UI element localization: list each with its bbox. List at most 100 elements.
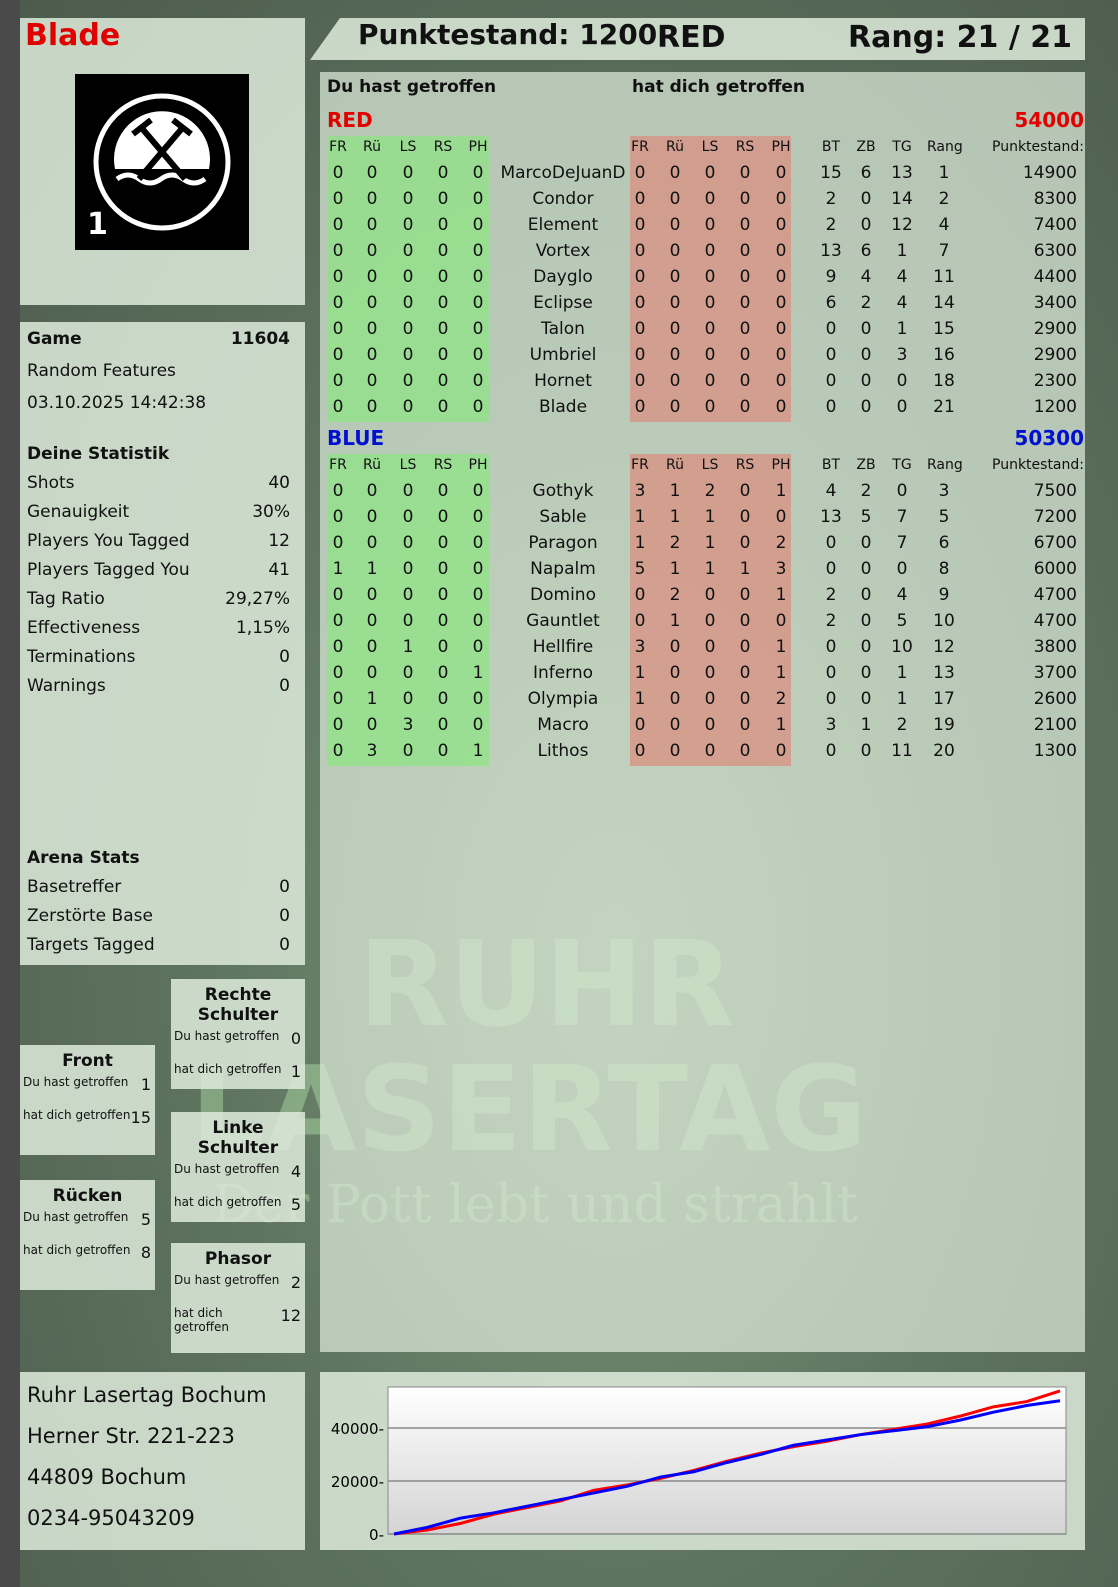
player-score: 3800 — [1033, 637, 1077, 657]
stat-cell: 0 — [332, 663, 344, 683]
hit-you-band — [630, 136, 791, 422]
player-name: Dayglo — [533, 267, 593, 287]
column-header: LS — [399, 457, 417, 473]
stat-cell: 1 — [634, 689, 646, 709]
player-score: 2900 — [1033, 345, 1077, 365]
you-hit-band — [327, 136, 489, 422]
stat-cell: 11 — [891, 741, 913, 761]
stat-value: 40 — [268, 473, 290, 493]
zone-you-hit: Du hast getroffen 4 — [171, 1162, 305, 1181]
zone-you-hit-value: 5 — [140, 1210, 151, 1229]
arena-label: Targets Tagged — [27, 935, 155, 955]
player-name: Gauntlet — [526, 611, 600, 631]
column-header: FR — [329, 457, 347, 473]
zone-hit-you-value: 5 — [290, 1195, 301, 1214]
stat-cell: 0 — [437, 481, 449, 501]
stat-cell: 0 — [669, 397, 681, 417]
stat-cell: 1 — [366, 689, 378, 709]
hit-zone-box: Linke Schulter Du hast getroffen 4 hat dich… — [171, 1112, 305, 1222]
stat-cell: 0 — [704, 319, 716, 339]
stat-cell: 1 — [775, 481, 787, 501]
player-score: 4700 — [1033, 585, 1077, 605]
stat-cell: 0 — [366, 371, 378, 391]
stat-cell: 5 — [860, 507, 872, 527]
stat-cell: 0 — [437, 267, 449, 287]
game-datetime: 03.10.2025 14:42:38 — [27, 393, 290, 413]
stat-cell: 1 — [896, 689, 908, 709]
stat-cell: 0 — [402, 559, 414, 579]
stat-cell: 0 — [437, 319, 449, 339]
zone-title: Front — [62, 1051, 113, 1071]
stat-cell: 0 — [402, 293, 414, 313]
stat-cell: 0 — [896, 371, 908, 391]
stat-cell: 12 — [891, 215, 913, 235]
stat-value: 29,27% — [225, 589, 290, 609]
stat-cell: 0 — [704, 267, 716, 287]
stat-cell: 0 — [704, 611, 716, 631]
player-name: Vortex — [535, 241, 591, 261]
stat-cell: 0 — [402, 215, 414, 235]
zone-you-hit-label: Du hast getroffen — [23, 1210, 129, 1224]
stat-cell: 1 — [634, 533, 646, 553]
column-header: RS — [433, 139, 453, 155]
y-tick-label: 0- — [369, 1526, 384, 1544]
column-header: TG — [892, 457, 912, 473]
stat-cell: 0 — [669, 215, 681, 235]
zone-hit-you: hat dich getroffen 12 — [171, 1306, 305, 1334]
stat-value: 0 — [279, 647, 290, 667]
player-score: 7500 — [1033, 481, 1077, 501]
stat-cell: 1 — [739, 559, 751, 579]
stat-cell: 3 — [938, 481, 950, 501]
stat-cell: 0 — [437, 585, 449, 605]
stat-cell: 12 — [933, 637, 955, 657]
zone-hit-you-value: 12 — [280, 1306, 301, 1325]
arena-label: Zerstörte Base — [27, 906, 153, 926]
stat-cell: 1 — [332, 559, 344, 579]
stat-cell: 1 — [472, 663, 484, 683]
stat-cell: 0 — [825, 663, 837, 683]
stat-cell: 16 — [933, 345, 955, 365]
player-score: 2600 — [1033, 689, 1077, 709]
stat-cell: 0 — [704, 189, 716, 209]
stat-cell: 0 — [472, 689, 484, 709]
column-header: Rü — [666, 457, 684, 473]
stat-cell: 0 — [825, 741, 837, 761]
stat-cell: 1 — [669, 481, 681, 501]
stat-cell: 4 — [896, 267, 908, 287]
stat-cell: 0 — [669, 163, 681, 183]
stat-cell: 0 — [860, 345, 872, 365]
stat-cell: 0 — [860, 189, 872, 209]
stat-cell: 0 — [472, 481, 484, 501]
stat-cell: 0 — [366, 345, 378, 365]
stat-cell: 0 — [825, 397, 837, 417]
stat-cell: 0 — [739, 663, 751, 683]
stat-cell: 0 — [332, 585, 344, 605]
stat-cell: 0 — [437, 637, 449, 657]
stat-cell: 0 — [704, 663, 716, 683]
stat-cell: 0 — [634, 345, 646, 365]
stat-cell: 18 — [933, 371, 955, 391]
stat-cell: 2 — [775, 689, 787, 709]
stat-cell: 0 — [775, 293, 787, 313]
stat-cell: 0 — [472, 215, 484, 235]
stat-cell: 6 — [938, 533, 950, 553]
player-score: 4700 — [1033, 611, 1077, 631]
arena-row: Zerstörte Base 0 — [27, 906, 290, 926]
stat-cell: 0 — [402, 689, 414, 709]
stat-cell: 1 — [775, 585, 787, 605]
column-header: RS — [433, 457, 453, 473]
player-name: Olympia — [527, 689, 599, 709]
player-score: 1200 — [1033, 397, 1077, 417]
column-header: Rang — [927, 457, 963, 473]
stat-cell: 0 — [472, 533, 484, 553]
stat-label: Players You Tagged — [27, 531, 190, 551]
stat-cell: 11 — [933, 267, 955, 287]
stat-cell: 0 — [739, 533, 751, 553]
stat-cell: 0 — [402, 611, 414, 631]
zone-you-hit: Du hast getroffen 0 — [171, 1029, 305, 1048]
stat-cell: 0 — [332, 715, 344, 735]
stat-cell: 0 — [366, 267, 378, 287]
player-score: 2900 — [1033, 319, 1077, 339]
stat-cell: 0 — [860, 397, 872, 417]
stat-cell: 0 — [332, 163, 344, 183]
